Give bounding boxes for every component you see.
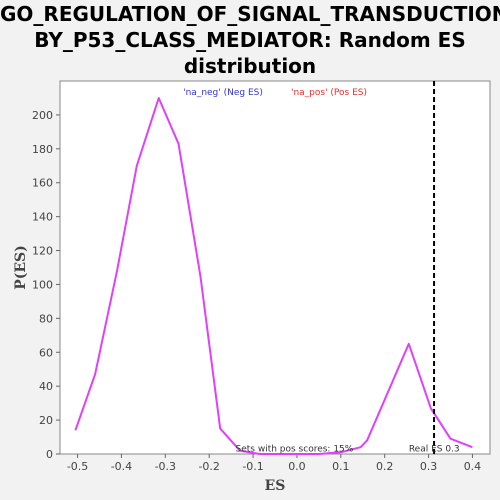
x-tick-label: 0.3 [420, 460, 438, 473]
x-tick-label: 0.0 [288, 460, 306, 473]
x-tick-label: 0.1 [332, 460, 350, 473]
y-tick-label: 40 [39, 380, 53, 393]
y-tick-label: 0 [46, 448, 53, 461]
y-tick-label: 20 [39, 414, 53, 427]
y-tick-label: 120 [32, 245, 53, 258]
y-tick-label: 60 [39, 346, 53, 359]
x-tick-label: 0.4 [464, 460, 482, 473]
x-tick-label: -0.1 [242, 460, 263, 473]
real-es-annotation: Real ES 0.3 [409, 444, 460, 454]
title-line-3: distribution [183, 54, 317, 78]
title-line-2: BY_P53_CLASS_MEDIATOR: Random ES [34, 28, 466, 52]
y-tick-label: 140 [32, 211, 53, 224]
y-tick-label: 200 [32, 109, 53, 122]
legend-entry-pos: 'na_pos' (Pos ES) [291, 88, 367, 98]
x-tick-label: -0.2 [198, 460, 219, 473]
x-tick-label: -0.4 [111, 460, 132, 473]
y-tick-label: 100 [32, 278, 53, 291]
y-tick-label: 80 [39, 312, 53, 325]
es-distribution-line [74, 97, 473, 455]
x-axis-label: ES [265, 478, 286, 494]
chart-title: GO_REGULATION_OF_SIGNAL_TRANSDUCTION_ BY… [0, 1, 500, 79]
title-line-1: GO_REGULATION_OF_SIGNAL_TRANSDUCTION_ [0, 2, 500, 26]
x-tick-label: -0.5 [67, 460, 88, 473]
y-tick-label: 180 [32, 143, 53, 156]
plot-area [59, 80, 491, 455]
x-tick-label: -0.3 [155, 460, 176, 473]
legend-entry-neg: 'na_neg' (Neg ES) [183, 88, 263, 98]
y-axis-label: P(ES) [13, 245, 29, 290]
pos-scores-annotation: Sets with pos scores: 15% [236, 444, 354, 454]
y-tick-label: 160 [32, 177, 53, 190]
x-tick-label: 0.2 [376, 460, 394, 473]
